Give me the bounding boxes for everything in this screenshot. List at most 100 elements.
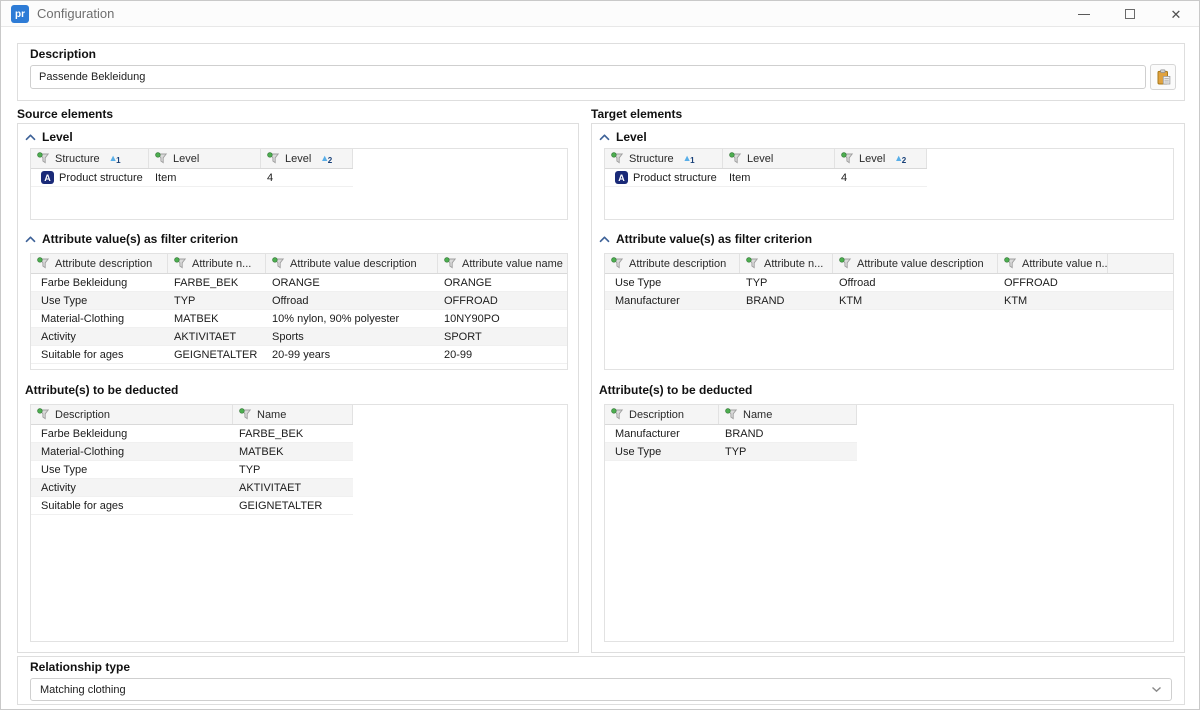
table-row[interactable]: Farbe Bekleidung FARBE_BEK ORANGE ORANGE [31, 274, 567, 292]
table-cell: Offroad [272, 294, 309, 307]
table-row[interactable]: Use Type TYP [605, 443, 857, 461]
table-row[interactable]: Use Type TYP Offroad OFFROAD [605, 274, 1173, 292]
column-header-name[interactable]: Name [233, 405, 353, 424]
table-cell: 4 [267, 171, 274, 184]
table-cell: 10% nylon, 90% polyester [272, 312, 400, 325]
table-cell: BRAND [725, 427, 764, 440]
table-row[interactable]: Manufacturer BRAND [605, 425, 857, 443]
target-level-section-toggle[interactable]: Level [599, 129, 647, 145]
window-controls: ✕ [1061, 1, 1199, 27]
table-cell: AKTIVITAET [239, 481, 302, 494]
table-row[interactable]: Farbe Bekleidung FARBE_BEK [31, 425, 353, 443]
table-cell: Sports [272, 330, 304, 343]
column-header-description[interactable]: Description [31, 405, 233, 424]
column-label: Level [173, 152, 200, 165]
app-icon: pr [11, 5, 29, 23]
maximize-button[interactable] [1107, 1, 1153, 27]
table-cell: SPORT [444, 330, 482, 343]
table-row[interactable]: Manufacturer BRAND KTM KTM [605, 292, 1173, 310]
section-title: Level [616, 130, 647, 144]
column-label: Attribute n... [764, 257, 824, 270]
table-cell: A Product structure [605, 171, 723, 184]
column-header-structure[interactable]: Structure ▲ 1 [31, 149, 149, 168]
table-row[interactable]: A Product structure Item 4 [605, 169, 927, 187]
column-header-attribute-value-description[interactable]: Attribute value description [266, 254, 438, 273]
table-row[interactable]: Activity AKTIVITAET [31, 479, 353, 497]
target-filter-table: Attribute description Attribute n... Att… [604, 253, 1174, 370]
clipboard-icon [1157, 68, 1170, 85]
relationship-type-group: Relationship type Matching clothing [17, 656, 1185, 705]
table-header-row: Description Name [605, 405, 857, 425]
column-header-attribute-name[interactable]: Attribute n... [740, 254, 833, 273]
column-label: Attribute description [629, 257, 727, 270]
table-header-row: Attribute description Attribute n... Att… [31, 254, 567, 274]
column-header-level-number[interactable]: Level ▲ 2 [261, 149, 353, 168]
source-level-section-toggle[interactable]: Level [25, 129, 73, 145]
close-icon: ✕ [1170, 6, 1182, 22]
table-cell: GEIGNETALTER [174, 348, 258, 361]
table-cell: TYP [725, 445, 747, 458]
table-row[interactable]: Activity AKTIVITAET Sports SPORT [31, 328, 567, 346]
column-label: Structure [629, 152, 674, 165]
table-cell: ORANGE [444, 276, 492, 289]
window-title: Configuration [37, 6, 115, 21]
table-row[interactable]: A Product structure Item 4 [31, 169, 353, 187]
table-cell: FARBE_BEK [239, 427, 304, 440]
target-deducted-table: Description Name Manufacturer BRAND Use … [604, 404, 1174, 642]
column-header-attribute-description[interactable]: Attribute description [31, 254, 168, 273]
column-label: Attribute n... [192, 257, 252, 270]
source-filter-section-toggle[interactable]: Attribute value(s) as filter criterion [25, 231, 238, 247]
paste-button[interactable] [1150, 64, 1176, 90]
column-header-level[interactable]: Level [149, 149, 261, 168]
relationship-type-dropdown[interactable]: Matching clothing [30, 678, 1172, 701]
table-cell: Use Type [615, 276, 662, 289]
column-header-level-number[interactable]: Level ▲ 2 [835, 149, 927, 168]
table-row[interactable]: Use Type TYP [31, 461, 353, 479]
source-deducted-table: Description Name Farbe Bekleidung FARBE_… [30, 404, 568, 642]
target-filter-section-toggle[interactable]: Attribute value(s) as filter criterion [599, 231, 812, 247]
column-header-description[interactable]: Description [605, 405, 719, 424]
column-label: Name [257, 408, 287, 421]
filter-icon [839, 257, 852, 269]
column-header-attribute-description[interactable]: Attribute description [605, 254, 740, 273]
table-cell: ORANGE [272, 276, 320, 289]
filter-icon [37, 257, 50, 269]
column-label: Description [629, 408, 685, 421]
filter-icon [746, 257, 759, 269]
column-header-level[interactable]: Level [723, 149, 835, 168]
filter-icon [1004, 257, 1017, 269]
column-header-attribute-value-name[interactable]: Attribute value n... [998, 254, 1108, 273]
minimize-button[interactable] [1061, 1, 1107, 27]
table-row[interactable]: Material-Clothing MATBEK [31, 443, 353, 461]
column-label: Description [55, 408, 111, 421]
table-row[interactable]: Material-Clothing MATBEK 10% nylon, 90% … [31, 310, 567, 328]
table-cell: KTM [1004, 294, 1028, 307]
close-button[interactable]: ✕ [1153, 1, 1199, 27]
column-label: Level [285, 152, 312, 165]
column-header-structure[interactable]: Structure ▲ 1 [605, 149, 723, 168]
column-header-attribute-name[interactable]: Attribute n... [168, 254, 266, 273]
column-header-name[interactable]: Name [719, 405, 857, 424]
table-cell: MATBEK [239, 445, 284, 458]
table-cell: Manufacturer [615, 427, 680, 440]
description-input[interactable] [30, 65, 1146, 89]
section-title: Attribute value(s) as filter criterion [42, 232, 239, 246]
source-elements-label: Source elements [17, 107, 114, 121]
table-row[interactable]: Suitable for ages GEIGNETALTER [31, 497, 353, 515]
description-label: Description [30, 47, 97, 61]
source-deducted-section-header: Attribute(s) to be deducted [25, 382, 178, 398]
table-cell: TYP [174, 294, 196, 307]
sort-asc-icon: ▲ 1 [682, 153, 695, 165]
table-cell: Farbe Bekleidung [41, 276, 128, 289]
table-row[interactable]: Suitable for ages GEIGNETALTER 20-99 yea… [31, 346, 567, 364]
target-level-table: Structure ▲ 1 Level Level ▲ 2 A Product st… [604, 148, 1174, 220]
filter-icon [239, 408, 252, 420]
table-row[interactable]: Use Type TYP Offroad OFFROAD [31, 292, 567, 310]
column-header-attribute-value-description[interactable]: Attribute value description [833, 254, 998, 273]
filter-icon [611, 257, 624, 269]
column-header-attribute-value-name[interactable]: Attribute value name [438, 254, 567, 273]
filter-icon [611, 152, 624, 164]
table-cell: A Product structure [31, 171, 149, 184]
table-cell: 20-99 years [272, 348, 331, 361]
dropdown-chevron-icon [1152, 686, 1161, 693]
